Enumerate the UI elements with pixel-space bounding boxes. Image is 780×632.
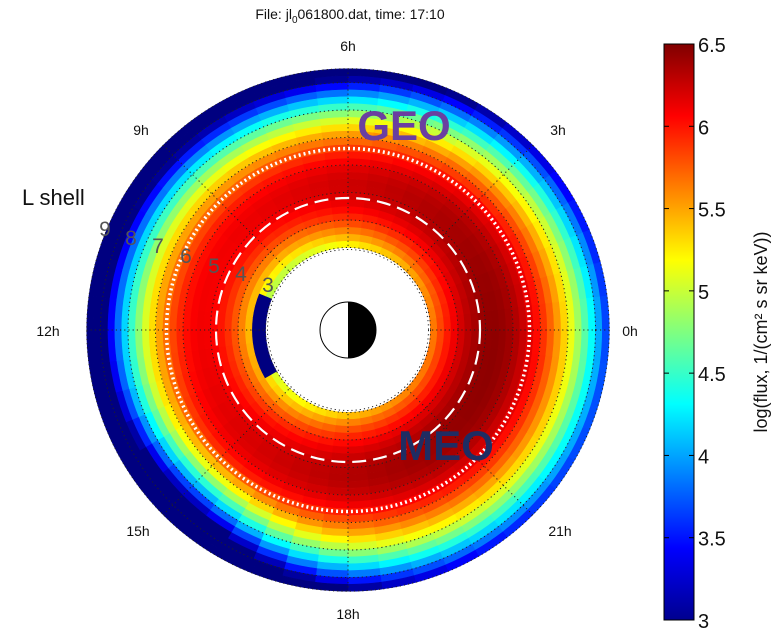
mlt-label: 9h [133, 122, 149, 138]
heatmap-cell [347, 226, 362, 235]
mlt-label: 18h [336, 606, 359, 622]
heatmap-cell [443, 329, 452, 344]
grid-spoke [162, 144, 349, 331]
heatmap-cell [436, 329, 445, 343]
heatmap-cell [217, 329, 226, 348]
geo-label: GEO [357, 102, 450, 149]
heatmap-cell [456, 329, 466, 346]
mlt-label: 21h [548, 523, 571, 539]
heatmap-cell [463, 329, 473, 347]
heatmap-cell [449, 329, 459, 345]
mlt-label: 15h [126, 523, 149, 539]
colorbar: 3 3.5 4 4.5 5 5.5 6 6.5 log(flux, 1/(cm² s sr ke… [663, 35, 771, 632]
l-shell-title: L shell [22, 185, 85, 210]
mlt-label: 12h [36, 323, 59, 339]
heatmap-cell [330, 452, 349, 461]
grid-spoke [347, 144, 534, 331]
heatmap-cell [244, 316, 253, 331]
colorbar-tick-label: 3 [698, 611, 709, 632]
heatmap-cell [251, 317, 260, 331]
geo-ring [164, 146, 532, 514]
heatmap-cell [332, 212, 349, 222]
mlt-label: 6h [340, 38, 356, 54]
l-shell-label: 8 [125, 227, 137, 250]
grid-circle [127, 109, 569, 551]
l-shell-label: 3 [262, 274, 274, 297]
grid-circle [155, 137, 541, 523]
heatmap-cell [330, 199, 349, 208]
grid-circle [265, 247, 431, 413]
reference-rings [164, 146, 532, 514]
heatmap-cell [429, 329, 438, 343]
heatmap-cell [456, 314, 466, 331]
heatmap-cell [334, 425, 349, 434]
grid-spoke [347, 329, 534, 516]
l-shell-label: 4 [235, 263, 247, 286]
heatmap-cell [347, 240, 361, 249]
heatmap-cell [470, 312, 479, 331]
colorbar-tick-label: 5 [698, 282, 709, 304]
grid-circle [210, 192, 486, 468]
colorbar-gradient [663, 43, 695, 621]
heatmap-cell [483, 310, 493, 331]
heatmap-cell [335, 240, 349, 249]
mlt-label: 0h [622, 323, 638, 339]
colorbar-tick-label: 3.5 [698, 529, 726, 551]
heatmap-cell [429, 317, 438, 331]
heatmap-cell [347, 199, 366, 208]
heatmap-cell [347, 233, 361, 242]
flux-heatmap [86, 68, 610, 592]
heatmap-cell [347, 205, 365, 215]
heatmap-cell [470, 329, 479, 348]
heatmap-cell [328, 185, 349, 195]
l-shell-label: 5 [208, 255, 220, 278]
colorbar-tick-label: 4.5 [698, 364, 726, 386]
axis-labels: 0h 3h 6h 9h 12h 15h 18h 21h L shell 9 8 7 6 5 4 3 GEO MEO [22, 38, 638, 622]
l-shell-label: 6 [180, 245, 192, 268]
heatmap-cell [449, 315, 459, 331]
heatmap-cell [331, 445, 349, 455]
inner-hole-edge [267, 249, 429, 411]
chart-title: File: jl0061800.dat, time: 17:10 [255, 6, 445, 26]
colorbar-label: log(flux, 1/(cm² s sr keV)) [751, 231, 771, 432]
colorbar-tick-label: 5.5 [698, 200, 726, 222]
heatmap-cell [347, 425, 362, 434]
grid-spoke [162, 329, 349, 516]
heatmap-cell [463, 313, 473, 331]
heatmap-cell [333, 219, 349, 229]
heatmap-cell [443, 316, 452, 331]
heatmap-cell [347, 418, 361, 427]
heatmap-cell [347, 445, 365, 455]
heatmap-cell [335, 418, 349, 427]
heatmap-cell [223, 313, 233, 331]
l-shell-label: 7 [152, 235, 164, 258]
heatmap-cell [217, 312, 226, 331]
l-shell-label: 9 [99, 218, 111, 241]
colorbar-tick-label: 6.5 [698, 35, 726, 57]
heatmap-cell [230, 329, 240, 346]
heatmap-cell [244, 329, 253, 344]
earth-icon [319, 301, 377, 359]
heatmap-cell [436, 317, 445, 331]
meo-ring [214, 196, 482, 464]
colorbar-tick-label: 6 [698, 117, 709, 139]
heatmap-cell [332, 438, 349, 448]
heatmap-cell [347, 411, 361, 420]
meo-label: MEO [398, 422, 494, 469]
heatmap-cell [347, 185, 368, 195]
colorbar-tick-label: 4 [698, 446, 709, 468]
earth-night-side [348, 302, 376, 358]
heatmap-cell [335, 233, 349, 242]
heatmap-cell [331, 205, 349, 215]
heatmap-cell [251, 329, 260, 343]
heatmap-cell [334, 226, 349, 235]
grid-circle [100, 82, 596, 578]
heatmap-cell [223, 329, 233, 347]
heatmap-cell [347, 452, 366, 461]
mlt-label: 3h [550, 122, 566, 138]
